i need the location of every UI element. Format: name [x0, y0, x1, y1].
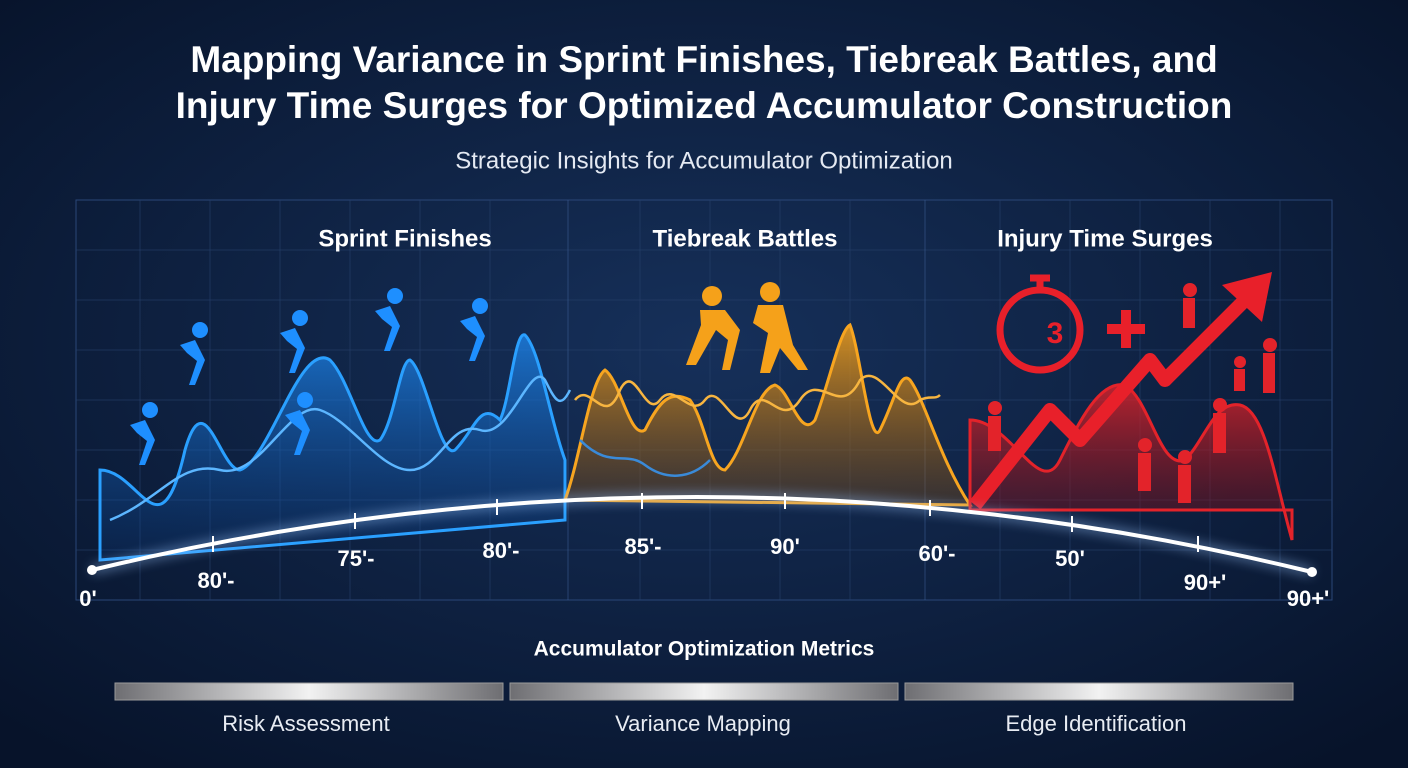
metric-label: Risk Assessment [222, 711, 390, 736]
arc-end [1307, 567, 1317, 577]
timeline-label: 90' [770, 534, 800, 559]
arc-ticks [212, 493, 1199, 552]
plus-icon [1107, 310, 1145, 348]
metrics-title: Accumulator Optimization Metrics [534, 638, 875, 661]
metric-bar [509, 682, 899, 701]
timeline-label: 90+' [1184, 570, 1227, 595]
surge-arrow [969, 295, 1250, 510]
injury-wave [968, 383, 1294, 541]
arc-end [87, 565, 97, 575]
sprinter-figures [130, 288, 488, 465]
metric-label: Edge Identification [1005, 711, 1186, 736]
timeline-label: 75'- [337, 546, 374, 571]
title-line: Injury Time Surges for Optimized Accumul… [176, 85, 1233, 126]
timeline-label: 80'- [482, 538, 519, 563]
title-line: Mapping Variance in Sprint Finishes, Tie… [190, 39, 1217, 80]
subtitle: Strategic Insights for Accumulator Optim… [455, 147, 953, 174]
timeline-label: 50' [1055, 546, 1085, 571]
timeline-label: 85'- [624, 534, 661, 559]
stopwatch [996, 274, 1084, 374]
panel-title: Injury Time Surges [997, 225, 1213, 252]
timeline-arc [91, 495, 1313, 574]
timeline-label: 0' [79, 586, 96, 611]
timeline-label: 80'- [197, 568, 234, 593]
sprint-line [109, 375, 572, 522]
crossover-line [579, 439, 711, 477]
arrow-head [1222, 272, 1272, 322]
wrestler-figures [686, 282, 808, 373]
metric-label: Variance Mapping [615, 711, 791, 736]
timeline-label: 60'- [918, 541, 955, 566]
panel-title: Tiebreak Battles [653, 225, 838, 252]
metric-bar [904, 682, 1294, 701]
player-figures [988, 283, 1277, 503]
tiebreak-wave [562, 322, 973, 507]
timeline-label: 90+' [1287, 586, 1330, 611]
metric-bar [114, 682, 504, 701]
sprint-wave [98, 333, 567, 562]
tiebreak-line [574, 374, 941, 420]
stopwatch-digit: 3 [1047, 317, 1064, 350]
panel-title: Sprint Finishes [318, 225, 491, 252]
